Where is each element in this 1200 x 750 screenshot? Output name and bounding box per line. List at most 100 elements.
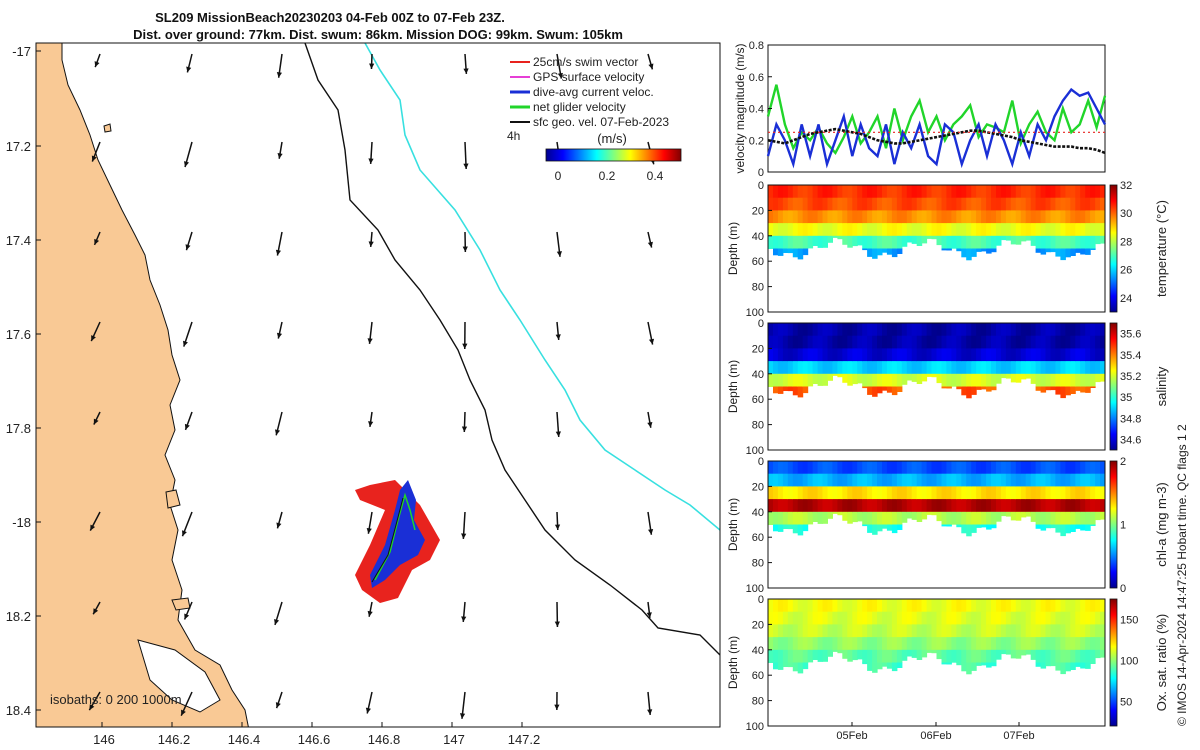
section-cell <box>867 361 873 375</box>
section-cell <box>842 235 848 245</box>
section-cell <box>901 499 908 513</box>
section-cell <box>986 386 992 392</box>
section-cell <box>886 473 893 487</box>
section-cell <box>822 599 828 613</box>
section-cell <box>773 473 779 487</box>
section-cell <box>842 499 848 513</box>
section-cell <box>901 223 908 237</box>
y-tick-label: 60 <box>752 256 764 268</box>
section-cell <box>911 223 918 237</box>
section-cell <box>773 361 779 375</box>
section-cell <box>847 185 853 199</box>
section-cell <box>941 323 947 337</box>
section-cell <box>986 197 992 211</box>
section-cell <box>773 624 779 638</box>
section-cell <box>911 235 918 244</box>
section-cell <box>817 373 824 386</box>
section-cell <box>1040 348 1047 362</box>
surface-velocity-arrow <box>368 231 374 248</box>
section-cell <box>822 348 828 362</box>
section-cell <box>802 637 809 651</box>
section-cell <box>956 511 962 525</box>
section-cell <box>1100 373 1106 382</box>
section-cell <box>976 486 982 500</box>
section-cell <box>921 361 928 375</box>
section-cell <box>768 223 774 237</box>
section-cell <box>827 197 833 211</box>
surface-velocity-arrow <box>647 691 653 715</box>
section-cell <box>768 624 774 638</box>
section-cell <box>996 637 1002 651</box>
section-cell <box>1020 611 1027 625</box>
section-cell <box>857 511 863 522</box>
section-cell <box>1030 197 1037 211</box>
section-cell <box>1090 649 1096 663</box>
section-cell <box>1090 473 1096 487</box>
y-tick-label: 0.2 <box>749 135 764 147</box>
section-cell <box>817 461 824 475</box>
section-cell <box>1020 637 1027 651</box>
section-cell <box>1065 611 1071 625</box>
section-cell <box>852 599 858 613</box>
section-cell <box>1060 637 1066 651</box>
section-cell <box>807 323 814 337</box>
section-cell <box>817 361 824 375</box>
section-cell <box>906 461 913 475</box>
section-cell <box>916 461 923 475</box>
section-cell <box>827 624 833 638</box>
section-cell <box>896 611 903 625</box>
section-cell <box>1025 486 1032 500</box>
section-cell <box>852 210 858 224</box>
section-cell <box>901 511 908 523</box>
section-cell <box>877 348 883 362</box>
section-cell <box>777 323 784 337</box>
section-cell <box>1065 323 1071 337</box>
section-cell <box>787 637 794 651</box>
section-cell <box>901 335 908 349</box>
section-cell <box>807 637 814 651</box>
section-cell <box>891 197 898 211</box>
section-cell <box>822 637 828 651</box>
section-cell <box>991 335 997 349</box>
section-cell <box>931 348 937 362</box>
surface-velocity-arrow <box>554 601 560 628</box>
section-cell <box>1035 197 1042 211</box>
section-cell <box>832 335 838 349</box>
section-cell <box>1030 373 1037 384</box>
section-cell <box>956 662 962 666</box>
section-cell <box>787 473 794 487</box>
section-cell <box>817 210 824 224</box>
section-cell <box>822 461 828 475</box>
section-cell <box>1095 235 1101 245</box>
section-cell <box>797 373 804 387</box>
section-cell <box>1055 486 1061 500</box>
section-cell <box>1045 348 1051 362</box>
section-cell <box>971 473 977 487</box>
section-cell <box>1010 197 1017 211</box>
section-cell <box>911 599 918 613</box>
section-cell <box>827 373 833 381</box>
section-cell <box>1065 461 1071 475</box>
section-cell <box>842 649 848 659</box>
section-cell <box>1050 599 1056 613</box>
section-cell <box>782 511 789 525</box>
section-cell <box>1020 624 1027 638</box>
section-cell <box>807 197 814 211</box>
section-cell <box>847 511 853 524</box>
section-cell <box>996 348 1002 362</box>
colorbar <box>1109 598 1118 727</box>
section-cell <box>802 323 809 337</box>
section-cell <box>1075 499 1081 513</box>
section-cell <box>862 461 868 475</box>
section-cell <box>1005 611 1012 625</box>
section-cell <box>768 461 774 475</box>
section-cell <box>857 235 863 246</box>
section-cell <box>966 210 972 224</box>
legend-item-dive-avg-current: dive-avg current veloc. <box>510 85 654 99</box>
section-cell <box>931 599 937 613</box>
section-cell <box>1000 611 1007 625</box>
section-cell <box>787 223 794 237</box>
section-cell <box>832 649 838 652</box>
section-cell <box>872 486 878 500</box>
section-cell <box>976 624 982 638</box>
